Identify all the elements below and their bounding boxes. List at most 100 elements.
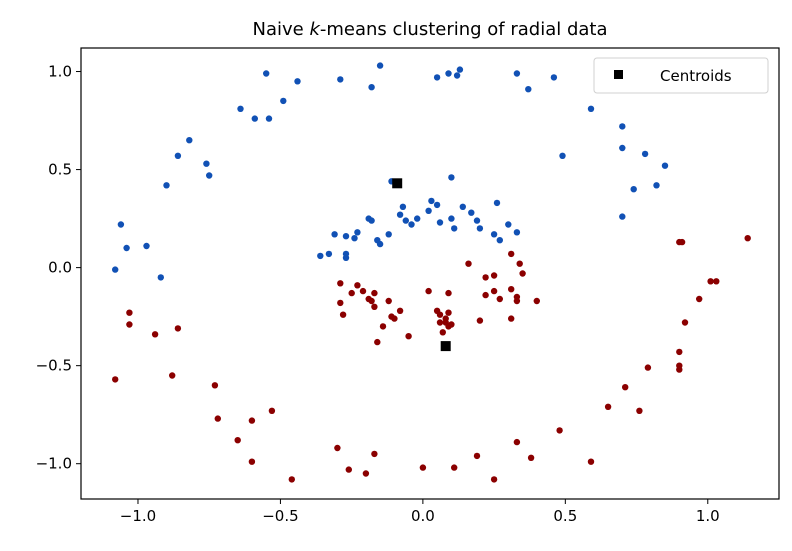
data-points: [112, 62, 751, 483]
cluster_0-point-63: [351, 235, 358, 242]
cluster_1-point-20: [490, 476, 498, 483]
cluster_1-point-29: [676, 348, 683, 356]
cluster_0-point-37: [396, 211, 404, 218]
cluster_0-point-32: [112, 266, 119, 273]
cluster_0-point-58: [325, 250, 333, 258]
cluster_1-point-4: [112, 376, 119, 383]
cluster_0-point-43: [428, 197, 435, 205]
cluster_0-point-24: [641, 150, 649, 158]
cluster_1-point-64: [445, 309, 452, 316]
cluster_1-point-46: [368, 297, 375, 305]
y-tick-label-3: 0.5: [48, 161, 72, 179]
cluster_0-point-0: [263, 70, 270, 77]
cluster_1-point-49: [374, 338, 381, 346]
x-tick-label-3: 0.5: [553, 507, 577, 525]
cluster_1-point-73: [496, 295, 503, 303]
cluster_0-point-64: [354, 229, 361, 236]
cluster_0-point-48: [459, 203, 466, 210]
cluster_1-point-16: [371, 450, 378, 458]
cluster_0-point-8: [456, 66, 464, 73]
cluster_1-point-51: [385, 297, 392, 305]
legend-label: Centroids: [660, 67, 732, 85]
cluster_0-point-62: [342, 250, 350, 258]
cluster_0-point-26: [630, 186, 637, 193]
cluster_1-point-17: [419, 464, 427, 471]
cluster_0-point-3: [368, 84, 375, 91]
cluster_0-point-15: [280, 97, 287, 105]
cluster_1-point-67: [465, 260, 472, 267]
y-tick-label-1: −0.5: [36, 357, 72, 375]
legend-box: [593, 57, 769, 94]
cluster_0-point-13: [251, 115, 258, 122]
cluster_1-point-37: [678, 238, 686, 246]
cluster_0-point-53: [493, 199, 501, 207]
cluster_0-point-10: [525, 86, 532, 93]
cluster_1-point-63: [442, 315, 449, 322]
cluster_0-point-44: [433, 201, 441, 209]
cluster_0-point-59: [331, 231, 338, 238]
cluster_0-point-14: [265, 115, 273, 122]
cluster_0-point-11: [550, 74, 558, 81]
x-tick-label-0: −1.0: [120, 507, 156, 525]
cluster_0-point-46: [448, 215, 455, 222]
cluster_1-point-78: [513, 297, 521, 305]
cluster_0-point-28: [619, 213, 626, 220]
cluster_1-point-71: [490, 272, 498, 279]
centroid-marker-0: [392, 178, 403, 189]
cluster_1-point-50: [379, 323, 387, 330]
cluster_1-point-70: [482, 291, 489, 299]
cluster_1-point-34: [707, 278, 714, 285]
cluster_1-point-21: [513, 438, 521, 446]
cluster_1-point-13: [334, 444, 341, 452]
cluster_1-point-12: [288, 476, 295, 483]
cluster_1-point-68: [476, 317, 484, 324]
cluster_0-point-38: [399, 203, 407, 210]
cluster_1-point-79: [516, 260, 523, 267]
cluster_1-point-24: [587, 458, 595, 465]
cluster_0-point-40: [408, 221, 415, 228]
cluster_0-point-55: [505, 221, 512, 228]
x-tick-label-4: 1.0: [696, 507, 720, 525]
cluster_1-point-53: [391, 315, 398, 322]
cluster_0-point-12: [237, 105, 244, 113]
cluster_0-point-25: [661, 162, 669, 169]
legend: Centroids: [593, 57, 769, 94]
cluster_0-point-31: [123, 244, 130, 252]
cluster_1-point-26: [622, 384, 629, 391]
cluster_1-point-23: [556, 427, 563, 434]
cluster_0-point-1: [294, 78, 301, 85]
cluster_1-point-66: [448, 321, 455, 328]
cluster_0-point-61: [342, 233, 350, 240]
cluster_0-point-2: [337, 76, 344, 83]
cluster_0-point-7: [453, 72, 461, 79]
cluster_0-point-29: [559, 152, 566, 159]
cluster_0-point-39: [402, 217, 409, 224]
plot-frame: [80, 47, 780, 500]
cluster_1-point-56: [425, 287, 432, 295]
cluster_0-point-41: [414, 215, 421, 222]
cluster_1-point-15: [362, 470, 370, 477]
cluster_0-point-68: [376, 240, 384, 248]
cluster_0-point-47: [451, 225, 458, 232]
cluster_1-point-28: [644, 364, 652, 371]
cluster_0-point-21: [587, 105, 595, 113]
cluster_0-point-19: [203, 160, 210, 167]
cluster_1-point-47: [371, 289, 378, 297]
cluster_0-point-4: [376, 62, 384, 69]
cluster_0-point-42: [425, 207, 432, 214]
cluster_1-point-3: [174, 325, 182, 332]
cluster_1-point-9: [248, 417, 256, 424]
cluster_1-point-35: [713, 278, 720, 285]
cluster_0-point-49: [468, 209, 475, 216]
cluster_1-point-1: [126, 321, 133, 328]
cluster_1-point-8: [234, 437, 241, 444]
centroid-markers: [392, 178, 451, 352]
cluster_1-point-5: [169, 372, 176, 379]
cluster_0-point-51: [476, 225, 484, 232]
cluster_0-point-27: [653, 182, 660, 189]
cluster_1-point-2: [151, 331, 159, 338]
cluster_1-point-39: [337, 280, 344, 287]
cluster_1-point-74: [508, 286, 515, 293]
cluster_1-point-59: [436, 311, 444, 318]
